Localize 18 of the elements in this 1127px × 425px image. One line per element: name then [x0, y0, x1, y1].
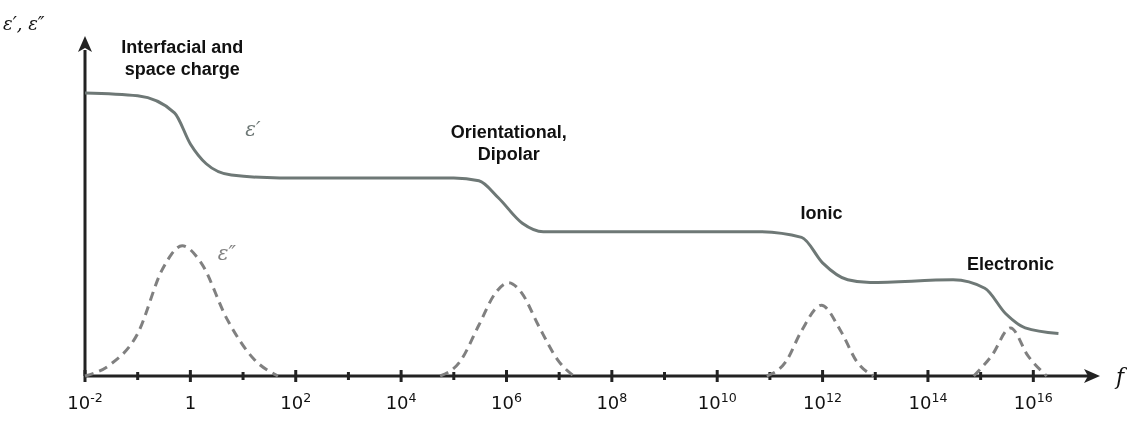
x-tick-label: 10$^{10}$: [697, 389, 737, 413]
x-tick-label: 10$^{2}$: [280, 389, 312, 413]
x-tick-label: 10$^{8}$: [596, 389, 628, 413]
series-label: ε″: [217, 241, 237, 266]
annotation: Ionic: [800, 203, 843, 224]
annotation: Electronic: [967, 254, 1055, 275]
y-axis-title: ε′, ε″: [3, 13, 45, 34]
x-tick-label: 10$^{14}$: [908, 389, 948, 413]
x-tick-label: 10$^{12}$: [803, 389, 843, 413]
series-label: ε′: [245, 116, 262, 141]
x-tick-label: 10$^{6}$: [491, 389, 522, 413]
x-tick-label: 10$^{-2}$: [67, 389, 103, 413]
annotation: Orientational, Dipolar: [450, 121, 567, 164]
x-tick-label: 10$^{16}$: [1013, 389, 1053, 413]
x-axis-title: f: [1114, 364, 1127, 389]
x-tick-label: 1: [184, 392, 197, 413]
x-tick-label: 10$^{4}$: [385, 389, 417, 413]
text: Interfacial and space charge: [121, 37, 244, 79]
